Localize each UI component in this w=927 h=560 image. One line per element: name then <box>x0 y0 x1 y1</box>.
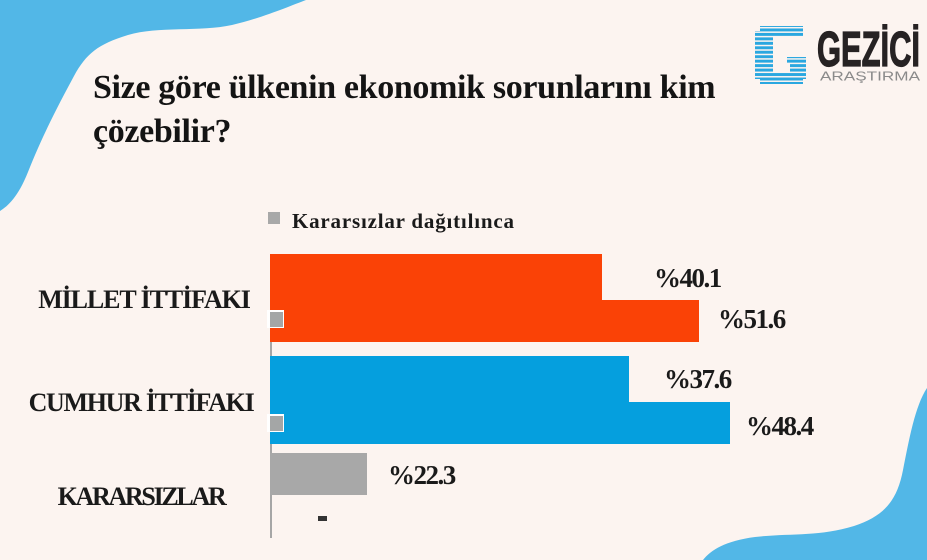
svg-text:ARAŞTIRMA: ARAŞTIRMA <box>820 69 920 84</box>
svg-text:GEZİCİ: GEZİCİ <box>817 24 920 77</box>
